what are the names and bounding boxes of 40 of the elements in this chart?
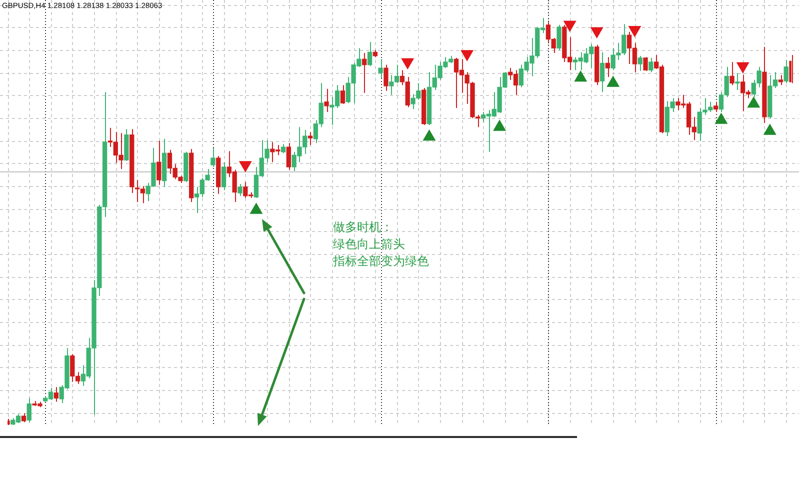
annotation: 绿色向上箭头 [333, 237, 405, 252]
point [715, 113, 728, 124]
candlestick [735, 72, 740, 91]
point [736, 62, 749, 74]
candlestick [367, 42, 372, 67]
candlestick [210, 147, 216, 168]
candlestick [362, 52, 367, 94]
point [493, 120, 506, 131]
candlestick [648, 57, 654, 73]
candlestick [26, 398, 32, 423]
candlestick [556, 24, 562, 51]
point [564, 20, 576, 32]
candlestick [324, 88, 329, 113]
candlestick [340, 84, 346, 104]
annotation: 指标全部变为绿色 [332, 254, 429, 268]
annotation: 做多时机： [333, 220, 393, 234]
candlestick [238, 184, 242, 196]
candlestick [730, 61, 734, 86]
candlestick [638, 55, 642, 72]
candlestick [156, 140, 162, 186]
point [764, 124, 776, 135]
candlestick [643, 56, 648, 72]
candlestick [784, 59, 788, 84]
candlestick [221, 162, 226, 191]
candlestick [384, 64, 388, 92]
candlestick [378, 58, 383, 78]
candlestick [308, 131, 313, 146]
candlestick [54, 386, 58, 402]
point [460, 50, 474, 61]
candlestick [789, 54, 793, 84]
point [748, 96, 760, 108]
point [401, 58, 414, 69]
candlestick [286, 142, 291, 170]
point [628, 26, 641, 37]
candlestick [605, 56, 610, 78]
candlestick [778, 74, 784, 86]
candlestick [713, 101, 718, 113]
candlestick [600, 52, 605, 93]
point [423, 130, 436, 141]
point [590, 27, 603, 38]
